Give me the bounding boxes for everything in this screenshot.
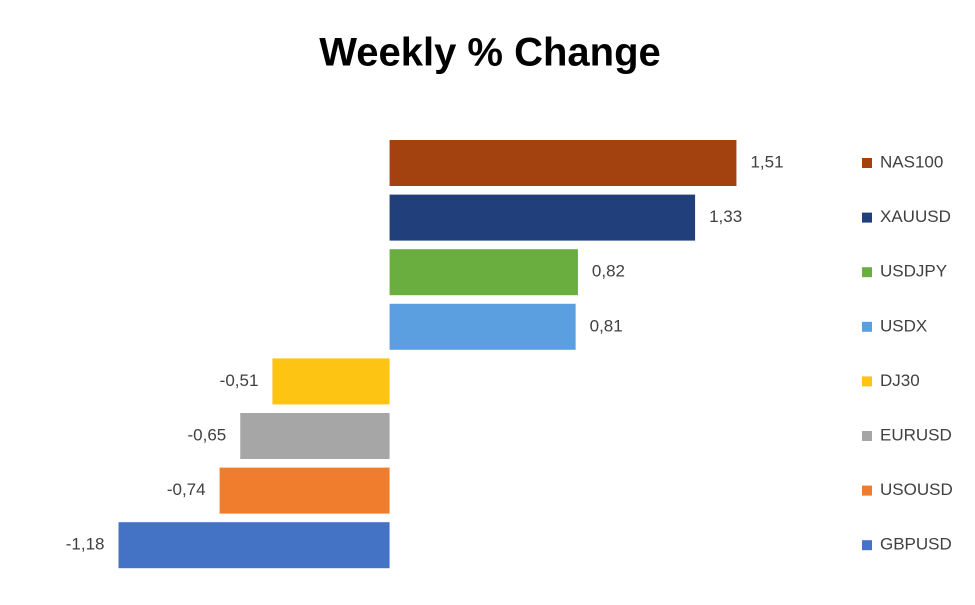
legend-label: NAS100 (880, 152, 943, 171)
legend-swatch (862, 376, 872, 387)
bar (272, 358, 390, 405)
data-label: 1,33 (709, 207, 742, 226)
data-label: -0,65 (188, 425, 227, 444)
legend-label: DJ30 (880, 371, 920, 390)
legend-label: XAUUSD (880, 207, 951, 226)
data-label: -1,18 (66, 535, 105, 554)
legend-swatch (862, 485, 872, 496)
bar (389, 249, 578, 296)
data-label: 0,82 (592, 262, 625, 281)
data-label: -0,74 (167, 480, 206, 499)
data-label: 0,81 (590, 316, 623, 335)
legend-swatch (862, 321, 872, 332)
bar (118, 522, 390, 569)
bar (389, 140, 737, 186)
legend-swatch (862, 267, 872, 278)
legend-swatch (862, 540, 872, 551)
legend-swatch (862, 212, 872, 223)
legend-label: USDJPY (880, 262, 947, 281)
bar (219, 467, 390, 514)
legend-swatch (862, 431, 872, 441)
bar (389, 194, 696, 241)
data-label: 1,51 (750, 152, 783, 171)
legend-label: USDX (880, 316, 927, 335)
chart-title: Weekly % Change (319, 31, 661, 75)
bar (389, 303, 576, 350)
legend-swatch (862, 158, 872, 168)
bar (240, 413, 390, 459)
legend-label: GBPUSD (880, 535, 952, 554)
legend-label: EURUSD (880, 425, 952, 444)
data-label: -0,51 (220, 371, 259, 390)
legend-label: USOUSD (880, 480, 953, 499)
